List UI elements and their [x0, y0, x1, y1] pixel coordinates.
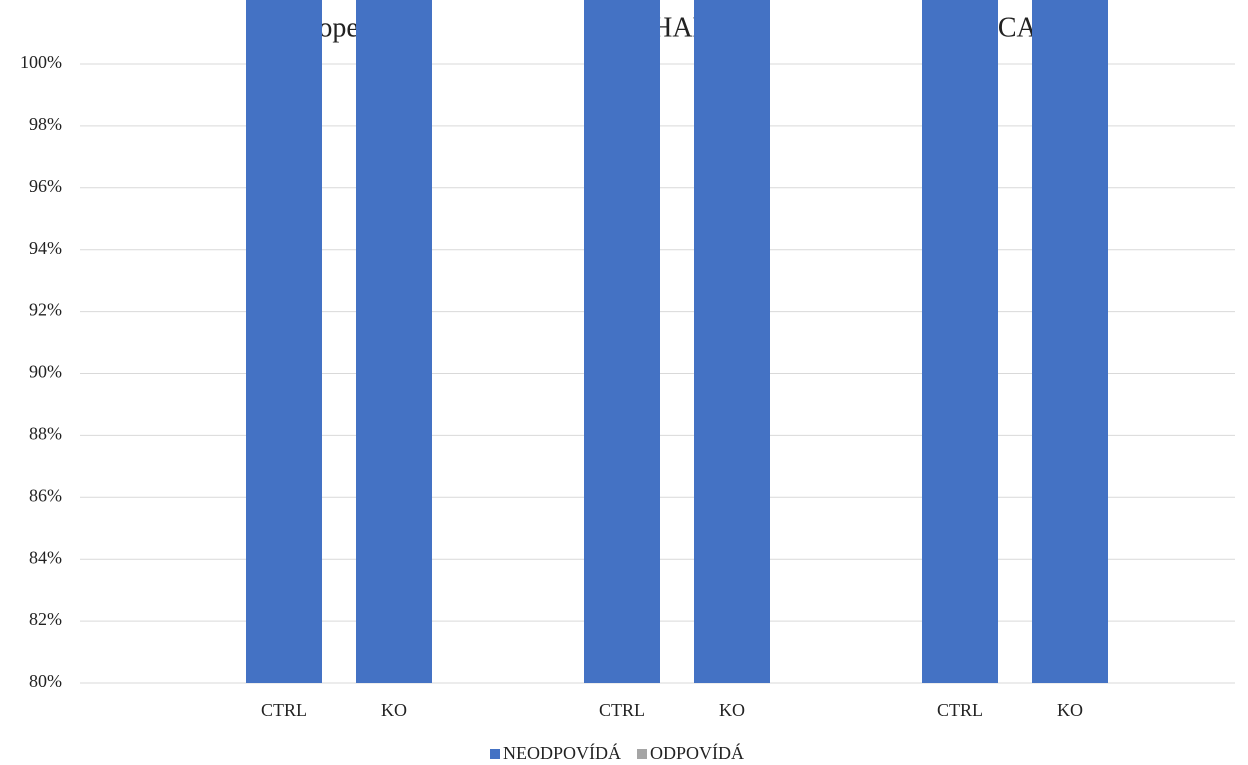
- y-tick-label: 92%: [29, 300, 62, 320]
- y-tick-label: 96%: [29, 176, 62, 196]
- y-tick-label: 98%: [29, 114, 62, 134]
- bar-segment: [1032, 0, 1108, 683]
- legend-swatch: [490, 749, 500, 759]
- y-tick-label: 90%: [29, 362, 62, 382]
- y-tick-label: 84%: [29, 547, 62, 567]
- x-tick-label: CTRL: [937, 700, 983, 720]
- y-tick-label: 86%: [29, 485, 62, 505]
- legend-label: ODPOVÍDÁ: [650, 742, 744, 763]
- x-tick-label: KO: [1057, 700, 1083, 720]
- y-tick-label: 100%: [20, 52, 62, 72]
- x-tick-label: KO: [719, 700, 745, 720]
- bar-segment: [694, 0, 770, 683]
- legend-swatch: [637, 749, 647, 759]
- legend-label: NEODPOVÍDÁ: [503, 742, 621, 763]
- x-tick-label: KO: [381, 700, 407, 720]
- y-tick-label: 80%: [29, 671, 62, 691]
- y-tick-label: 94%: [29, 238, 62, 258]
- bar-segment: [922, 0, 998, 683]
- bar-segment: [356, 0, 432, 683]
- x-tick-label: CTRL: [599, 700, 645, 720]
- bar-segment: [246, 0, 322, 683]
- y-tick-label: 88%: [29, 424, 62, 444]
- x-tick-label: CTRL: [261, 700, 307, 720]
- bar-segment: [584, 0, 660, 683]
- y-tick-label: 82%: [29, 609, 62, 629]
